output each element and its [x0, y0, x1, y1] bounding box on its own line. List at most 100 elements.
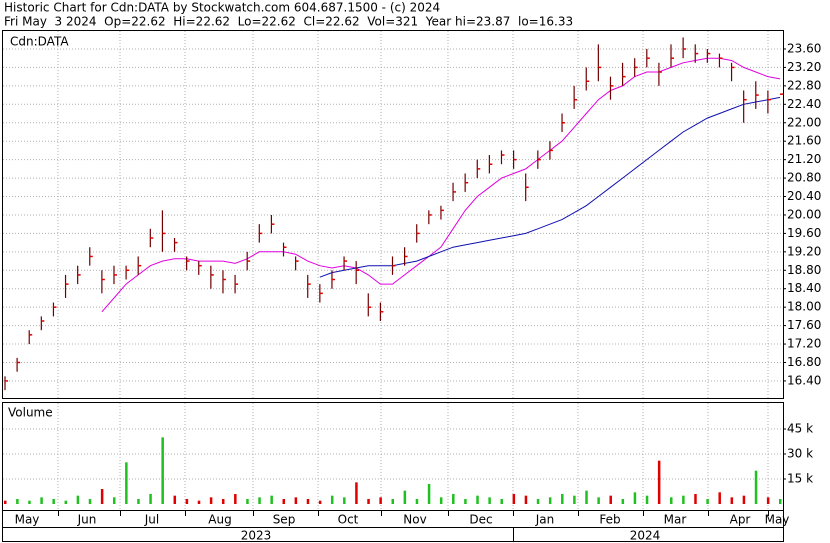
volume-bar: [282, 499, 286, 504]
volume-bar: [221, 499, 225, 504]
volume-bar: [161, 437, 164, 504]
volume-bar: [754, 470, 758, 504]
axis-frame: [2, 510, 784, 542]
volume-bar: [548, 497, 552, 504]
volume-bar: [779, 499, 782, 504]
y-tick-label: 22.40: [787, 97, 821, 111]
month-label: Oct: [338, 513, 359, 527]
price-frame: [2, 30, 784, 399]
y-tick-label: 30 k: [787, 447, 813, 461]
volume-bar: [439, 497, 443, 504]
y-tick-label: 20.80: [787, 171, 821, 185]
volume-bar: [682, 495, 685, 504]
volume-bar: [427, 484, 431, 504]
symbol-label: Cdn:DATA: [10, 35, 69, 49]
volume-bar: [149, 494, 152, 504]
volume-panel: 15 k 30 k 45 k: [3, 403, 813, 510]
volume-bar: [100, 489, 104, 504]
month-label: Jan: [535, 513, 555, 527]
volume-bar: [16, 499, 19, 504]
volume-bar: [112, 497, 116, 504]
month-label: Mar: [664, 513, 687, 527]
month-label: Apr: [730, 513, 751, 527]
volume-bar: [391, 499, 394, 504]
volume-bar: [657, 460, 661, 504]
y-tick-label: 18.40: [787, 281, 821, 295]
y-tick-label: 22.00: [787, 115, 821, 129]
volume-label: Volume: [8, 406, 53, 420]
volume-bar: [488, 497, 491, 504]
y-tick-label: 16.80: [787, 355, 821, 369]
volume-bar: [209, 497, 213, 504]
volume-bar: [452, 494, 455, 504]
y-tick-label: 21.60: [787, 134, 821, 148]
volume-bar: [585, 490, 588, 504]
volume-bar: [609, 495, 612, 504]
volume-bar: [476, 495, 479, 504]
month-label: Feb: [599, 513, 620, 527]
month-label: Dec: [469, 513, 492, 527]
volume-bar: [718, 492, 721, 504]
y-tick-label: 23.60: [787, 41, 821, 55]
volume-bar: [524, 495, 528, 504]
y-tick-label: 20.40: [787, 189, 821, 203]
volume-bar: [379, 497, 382, 504]
date-axis: May Jun Jul Aug Sep Oct Nov Dec Jan Feb Mar Apr May2…: [15, 511, 789, 543]
volume-bar: [52, 499, 55, 504]
volume-bar: [597, 497, 600, 504]
y-tick-label: 16.40: [787, 373, 821, 387]
month-label: Aug: [208, 513, 231, 527]
y-tick-label: 18.00: [787, 300, 821, 314]
volume-bar: [621, 499, 625, 504]
volume-bar: [76, 495, 80, 504]
y-tick-label: 22.80: [787, 78, 821, 92]
volume-bar: [64, 500, 68, 504]
volume-bar: [766, 497, 770, 504]
volume-bar: [730, 497, 734, 504]
y-tick-label: 19.20: [787, 244, 821, 258]
volume-bar: [137, 499, 140, 504]
volume-bar: [246, 499, 249, 504]
volume-bar: [330, 495, 334, 504]
volume-bar: [742, 495, 746, 504]
volume-bar: [173, 495, 177, 504]
year-label: 2024: [630, 529, 661, 543]
volume-bar: [633, 492, 637, 504]
month-label: Sep: [273, 513, 296, 527]
volume-bar: [670, 497, 673, 504]
volume-bar: [125, 462, 128, 504]
year-label: 2023: [241, 529, 272, 543]
y-tick-label: 17.20: [787, 337, 821, 351]
y-tick-label: 17.60: [787, 318, 821, 332]
volume-bar: [234, 494, 237, 504]
volume-bar: [706, 499, 709, 504]
volume-bar: [355, 482, 358, 504]
volume-bar: [28, 500, 31, 504]
y-tick-label: 18.80: [787, 263, 821, 277]
chart-subtitle: Fri May 3 2024 Op=22.62 Hi=22.62 Lo=22.6…: [4, 15, 573, 29]
chart-title: Historic Chart for Cdn:DATA by Stockwatc…: [4, 1, 440, 15]
volume-bar: [403, 490, 407, 504]
volume-bar: [367, 499, 370, 504]
volume-bar: [500, 499, 503, 504]
month-label: Jul: [144, 513, 159, 527]
volume-bar: [645, 495, 649, 504]
y-tick-label: 15 k: [787, 472, 813, 486]
y-tick-label: 19.60: [787, 226, 821, 240]
y-tick-label: 20.00: [787, 207, 821, 221]
y-tick-label: 45 k: [787, 422, 813, 436]
volume-bar: [694, 494, 697, 504]
volume-bar: [197, 500, 201, 504]
volume-bar: [573, 495, 576, 504]
volume-bar: [306, 499, 310, 504]
volume-bar: [415, 499, 419, 504]
volume-bar: [464, 499, 467, 504]
volume-bar: [343, 497, 346, 504]
volume-bar: [270, 495, 273, 504]
volume-bar: [512, 494, 516, 504]
volume-bar: [185, 499, 189, 504]
y-tick-label: 21.20: [787, 152, 821, 166]
y-tick-label: 23.20: [787, 60, 821, 74]
